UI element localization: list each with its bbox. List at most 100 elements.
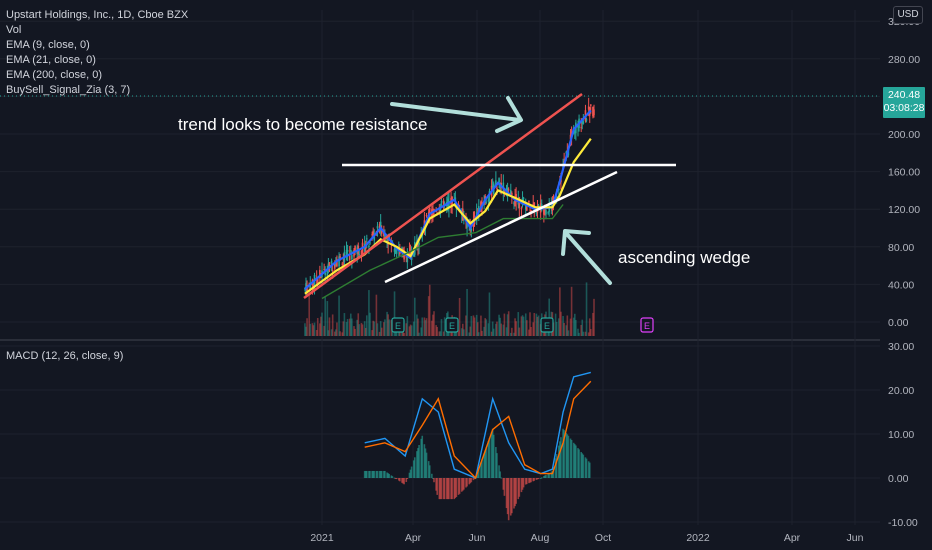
volume-bar (423, 317, 426, 336)
macd-histogram-bar (383, 470, 385, 478)
macd-histogram-bar (533, 478, 536, 481)
volume-bar (346, 319, 349, 336)
candle-body (354, 245, 356, 252)
arrow-trend-head (495, 96, 523, 133)
volume-bar (327, 330, 330, 336)
volume-bar (496, 321, 498, 336)
earnings-marker[interactable]: E (445, 317, 459, 333)
symbol-title[interactable]: Upstart Holdings, Inc., 1D, Cboe BZX (6, 9, 189, 21)
macd-histogram-bar (580, 452, 582, 478)
macd-histogram-bar (558, 445, 560, 478)
macd-histogram-bar (543, 476, 545, 478)
macd-legend[interactable]: MACD (12, 26, close, 9) (6, 350, 124, 362)
candle-body (574, 130, 576, 134)
volume-bar (312, 325, 315, 336)
macd-histogram-bar (394, 478, 397, 479)
volume-bar (574, 313, 576, 336)
volume-bar (360, 322, 363, 336)
volume-bar (393, 291, 396, 336)
macd-histogram-bar (376, 470, 379, 478)
macd-histogram-bar (448, 478, 450, 500)
axes: 0.0040.0080.00120.00160.00200.00240.0028… (310, 16, 920, 544)
earnings-marker-box (391, 317, 405, 333)
candle-body (433, 208, 435, 211)
candle-body (338, 256, 340, 267)
candle-body (507, 189, 510, 191)
candle-body (496, 187, 498, 189)
legend-ema21[interactable]: EMA (21, close, 0) (6, 54, 96, 66)
annotation-trend[interactable]: trend looks to become resistance (178, 115, 428, 134)
candle-body (587, 106, 590, 110)
macd-histogram-bar (535, 478, 538, 480)
macd-histogram-bar (427, 461, 430, 478)
volume-bar (510, 332, 512, 336)
candle-body (558, 188, 560, 190)
candle-body (326, 271, 329, 276)
candle-body (495, 180, 497, 186)
macd-histogram-bar (582, 454, 585, 478)
candle-body (373, 236, 376, 241)
indicator-legend[interactable]: Upstart Holdings, Inc., 1D, Cboe BZX Vol… (6, 8, 188, 98)
macd-histogram-bar (446, 478, 448, 500)
earnings-marker[interactable]: E (540, 317, 554, 333)
volume-bar (499, 317, 501, 336)
macd-histogram-bar (499, 471, 501, 478)
last-price: 240.48 (887, 89, 921, 101)
volume-bar (341, 332, 344, 336)
macd-histogram-bar (532, 478, 534, 482)
currency-badge[interactable]: USD (893, 6, 923, 24)
volume-bar (384, 319, 386, 336)
legend-ema200[interactable]: EMA (200, close, 0) (6, 69, 102, 81)
volume-bar (483, 326, 485, 336)
volume-bar (414, 297, 416, 336)
macd-histogram-bar (530, 478, 532, 483)
volume-bar (487, 323, 490, 336)
volume-bar (563, 322, 565, 336)
price-tick-label: 120.00 (888, 204, 920, 216)
macd-histogram-bar (570, 439, 573, 478)
macd-histogram-bar (424, 448, 427, 478)
volume-bar (575, 319, 577, 336)
macd-histogram-bar (455, 478, 458, 498)
candle-body (537, 205, 540, 207)
macd-histogram-bar (484, 450, 486, 478)
macd-histogram-bar (465, 478, 467, 488)
macd-histogram-bar (457, 478, 460, 495)
candle-body (491, 187, 494, 189)
trend-drawings[interactable] (303, 92, 676, 300)
volume-bar (480, 315, 482, 336)
volume-bar (380, 327, 383, 336)
macd-histogram-bar (462, 478, 464, 491)
macd-histogram-bar (526, 478, 528, 485)
candle-body (585, 119, 588, 121)
volume-bar (330, 329, 333, 336)
macd-histogram-bar (480, 462, 482, 478)
macd-histogram-bar (559, 441, 561, 478)
candle-body (412, 251, 415, 257)
legend-buysell[interactable]: BuySell_Signal_Zia (3, 7) (6, 84, 131, 96)
volume-bar (357, 313, 360, 336)
volume-bar (345, 322, 348, 336)
volume-bar (358, 324, 361, 336)
volume-bar (308, 282, 310, 336)
bar-countdown: 03:08:28 (883, 102, 925, 114)
candle-body (418, 242, 420, 245)
time-tick-label: Oct (595, 532, 611, 544)
earnings-marker-label: E (395, 321, 401, 331)
macd-histogram-bar (555, 454, 558, 478)
legend-ema9[interactable]: EMA (9, close, 0) (6, 39, 90, 51)
macd-histogram-bar (473, 478, 476, 480)
legend-vol[interactable]: Vol (6, 24, 22, 36)
macd-histogram-bar (500, 477, 502, 479)
earnings-marker[interactable]: E (391, 317, 405, 333)
macd-histogram-bar (513, 478, 515, 509)
annotation-wedge[interactable]: ascending wedge (618, 248, 751, 267)
macd-histogram-bar (373, 470, 376, 478)
candle-body (351, 255, 353, 260)
macd-histogram-bar (503, 478, 506, 496)
earnings-marker[interactable]: E (640, 317, 654, 333)
volume-bar (593, 298, 595, 336)
volume-bar (306, 318, 308, 336)
